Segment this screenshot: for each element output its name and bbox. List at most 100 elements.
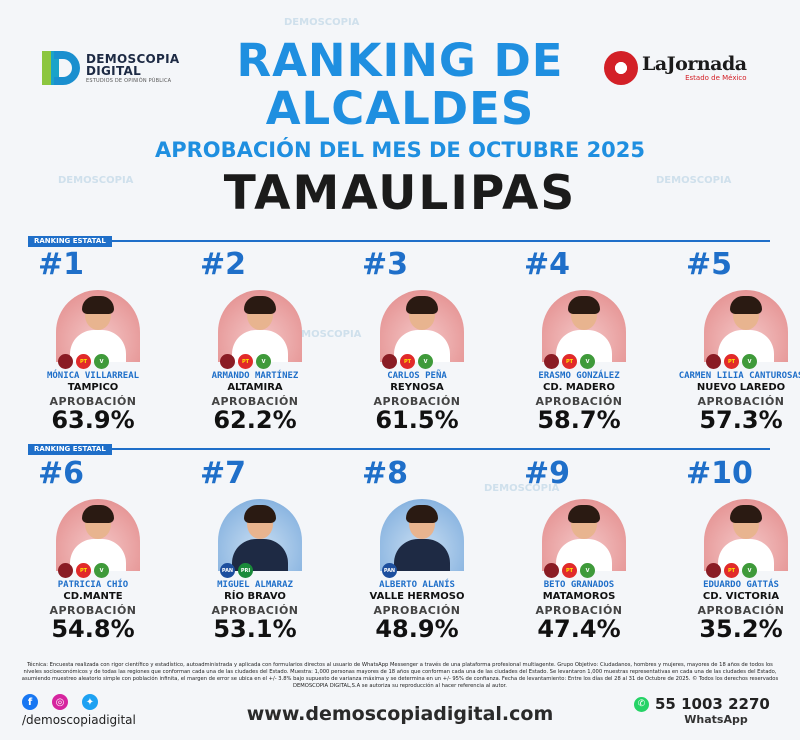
social-handle[interactable]: /demoscopiadigital bbox=[22, 713, 136, 727]
twitter-icon[interactable]: ✦ bbox=[82, 694, 98, 710]
pt-party-icon: PT bbox=[76, 354, 91, 369]
la-jornada-logo: LaJornada Estado de México bbox=[604, 48, 764, 88]
approval-value: 58.7% bbox=[537, 406, 621, 434]
verde-party-icon: V bbox=[418, 354, 433, 369]
mayor-photo bbox=[542, 290, 626, 362]
verde-party-icon: V bbox=[256, 354, 271, 369]
approval-label: APROBACIÓN bbox=[373, 395, 461, 408]
approval-value: 62.2% bbox=[213, 406, 297, 434]
website-link[interactable]: www.demoscopiadigital.com bbox=[246, 703, 554, 725]
pt-party-icon: PT bbox=[400, 354, 415, 369]
pan-party-icon: PAN bbox=[382, 563, 397, 578]
whatsapp-contact[interactable]: ✆ 55 1003 2270 WhatsApp bbox=[634, 695, 784, 726]
pan-party-icon: PAN bbox=[220, 563, 235, 578]
mayor-card: #6 PT V PATRICIA CHÍO CD.MANTE APROBACIÓN 54.8… bbox=[18, 459, 168, 659]
morena-party-icon bbox=[544, 563, 559, 578]
mayor-card: #8 PAN ALBERTO ALANÍS VALLE HERMOSO APROBACI… bbox=[342, 459, 492, 659]
logo-tagline: ESTUDIOS DE OPINIÓN PÚBLICA bbox=[86, 77, 172, 84]
approval-value: 35.2% bbox=[699, 615, 783, 643]
demoscopia-logo-icon bbox=[42, 47, 80, 89]
page-subtitle: APROBACIÓN DEL MES DE OCTUBRE 2025 bbox=[154, 138, 646, 162]
approval-value: 54.8% bbox=[51, 615, 135, 643]
morena-party-icon bbox=[706, 563, 721, 578]
pt-party-icon: PT bbox=[562, 354, 577, 369]
approval-value: 57.3% bbox=[699, 406, 783, 434]
mayor-city: CD. MADERO bbox=[543, 382, 615, 393]
mayor-city: MATAMOROS bbox=[542, 591, 616, 602]
pt-party-icon: PT bbox=[238, 354, 253, 369]
page-title-line2: ALCALDES bbox=[265, 82, 535, 135]
mayor-card: #4 PT V ERASMO GONZÁLEZ CD. MADERO APROBACIÓN… bbox=[504, 250, 654, 450]
mayor-name: PATRICIA CHÍO bbox=[57, 580, 129, 590]
approval-label: APROBACIÓN bbox=[697, 395, 785, 408]
party-badges: PT V bbox=[58, 354, 109, 369]
section-bar-bottom: RANKING ESTATAL bbox=[28, 443, 770, 455]
approval-label: APROBACIÓN bbox=[373, 604, 461, 617]
mayor-city: CD.MANTE bbox=[63, 591, 123, 602]
morena-party-icon bbox=[544, 354, 559, 369]
mayor-name: ERASMO GONZÁLEZ bbox=[538, 371, 620, 381]
rank-number: #4 bbox=[524, 247, 571, 282]
demoscopia-logo: DEMOSCOPIA DIGITAL ESTUDIOS DE OPINIÓN P… bbox=[42, 46, 202, 90]
facebook-icon[interactable]: f bbox=[22, 694, 38, 710]
morena-party-icon bbox=[706, 354, 721, 369]
section-label: RANKING ESTATAL bbox=[28, 443, 112, 455]
party-badges: PAN bbox=[382, 563, 397, 578]
mayor-card: #9 PT V BETO GRANADOS MATAMOROS APROBACIÓN 47.… bbox=[504, 459, 654, 659]
mayor-city: ALTAMIRA bbox=[227, 382, 283, 393]
party-badges: PT V bbox=[706, 354, 757, 369]
social-links: f ◎ ✦ bbox=[22, 694, 98, 710]
pt-party-icon: PT bbox=[724, 354, 739, 369]
mayor-name: EDUARDO GATTÁS bbox=[703, 580, 779, 590]
mayor-name: MÓNICA VILLARREAL bbox=[46, 371, 140, 381]
page-title-line1: RANKING DE bbox=[236, 34, 564, 87]
whatsapp-label: WhatsApp bbox=[684, 713, 748, 726]
mayor-name: CARLOS PEÑA bbox=[387, 371, 447, 381]
rank-number: #10 bbox=[686, 456, 753, 491]
sun-icon bbox=[604, 51, 638, 85]
rank-number: #7 bbox=[200, 456, 247, 491]
morena-party-icon bbox=[58, 354, 73, 369]
rank-number: #6 bbox=[38, 456, 85, 491]
morena-party-icon bbox=[220, 354, 235, 369]
verde-party-icon: V bbox=[94, 354, 109, 369]
pt-party-icon: PT bbox=[76, 563, 91, 578]
mayor-name: CARMEN LILIA CANTUROSAS bbox=[678, 371, 800, 381]
mayor-photo bbox=[380, 499, 464, 571]
mayor-name: ALBERTO ALANÍS bbox=[379, 580, 455, 590]
party-badges: PT V bbox=[382, 354, 433, 369]
approval-value: 63.9% bbox=[51, 406, 135, 434]
instagram-icon[interactable]: ◎ bbox=[52, 694, 68, 710]
mayor-photo bbox=[542, 499, 626, 571]
watermark: DEMOSCOPIA bbox=[284, 17, 360, 28]
approval-label: APROBACIÓN bbox=[535, 395, 623, 408]
verde-party-icon: V bbox=[580, 563, 595, 578]
verde-party-icon: V bbox=[94, 563, 109, 578]
mayor-photo bbox=[56, 499, 140, 571]
verde-party-icon: V bbox=[580, 354, 595, 369]
mayor-name: MIGUEL ALMARAZ bbox=[217, 580, 293, 590]
party-badges: PT V bbox=[706, 563, 757, 578]
approval-label: APROBACIÓN bbox=[211, 395, 299, 408]
rank-number: #5 bbox=[686, 247, 733, 282]
rank-number: #2 bbox=[200, 247, 247, 282]
approval-label: APROBACIÓN bbox=[535, 604, 623, 617]
verde-party-icon: V bbox=[742, 563, 757, 578]
phone-number: 55 1003 2270 bbox=[655, 695, 770, 713]
mayor-photo bbox=[704, 290, 788, 362]
rank-number: #1 bbox=[38, 247, 85, 282]
state-title: TAMAULIPAS bbox=[223, 166, 577, 221]
mayor-photo bbox=[218, 290, 302, 362]
mayor-city: VALLE HERMOSO bbox=[369, 591, 465, 602]
party-badges: PT V bbox=[220, 354, 271, 369]
approval-label: APROBACIÓN bbox=[697, 604, 785, 617]
mayor-name: ARMANDO MARTÍNEZ bbox=[211, 371, 299, 381]
rank-number: #3 bbox=[362, 247, 409, 282]
approval-value: 53.1% bbox=[213, 615, 297, 643]
approval-value: 61.5% bbox=[375, 406, 459, 434]
whatsapp-icon: ✆ bbox=[634, 696, 649, 712]
verde-party-icon: V bbox=[742, 354, 757, 369]
rank-number: #9 bbox=[524, 456, 571, 491]
party-badges: PAN PRI bbox=[220, 563, 253, 578]
rank-number: #8 bbox=[362, 456, 409, 491]
